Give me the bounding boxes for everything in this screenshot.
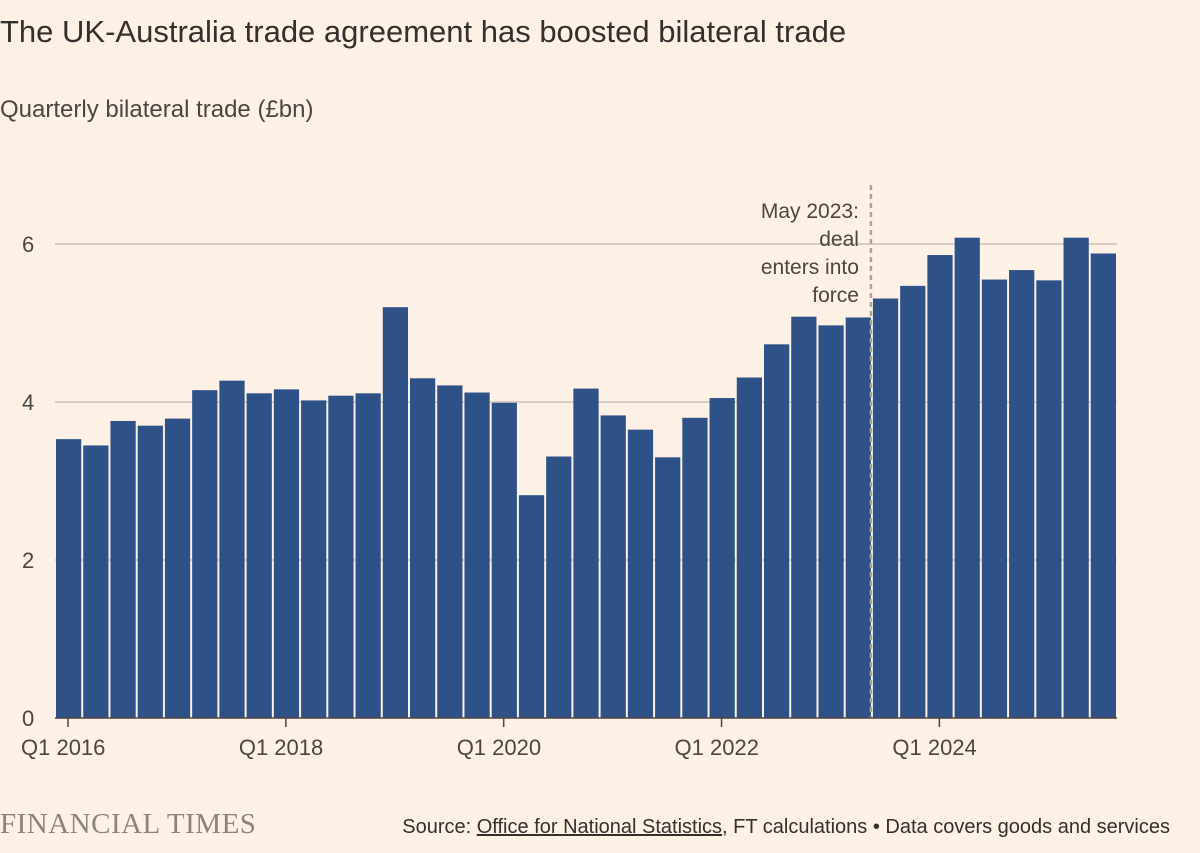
bar bbox=[655, 457, 681, 718]
y-tick-label: 2 bbox=[22, 548, 34, 573]
bar bbox=[1090, 253, 1116, 719]
x-tick-label: Q1 2022 bbox=[675, 735, 759, 760]
bar bbox=[192, 390, 218, 718]
bar bbox=[491, 402, 517, 718]
annotation: May 2023: deal enters into force bbox=[761, 185, 873, 718]
bar bbox=[600, 415, 626, 718]
bar bbox=[56, 439, 82, 718]
bar bbox=[464, 392, 490, 718]
bar bbox=[1009, 270, 1035, 718]
bar bbox=[355, 393, 381, 718]
bar bbox=[709, 398, 735, 718]
source-note: Source: Office for National Statistics, … bbox=[402, 816, 1170, 839]
y-tick-label: 4 bbox=[22, 390, 34, 415]
bar bbox=[410, 378, 436, 718]
bar bbox=[736, 377, 762, 718]
x-tick-label: Q1 2016 bbox=[21, 735, 105, 760]
bar bbox=[437, 385, 463, 718]
source-link[interactable]: Office for National Statistics bbox=[476, 816, 723, 838]
source-suffix: , FT calculations • Data covers goods an… bbox=[722, 816, 1170, 838]
bar bbox=[1063, 237, 1089, 718]
bar bbox=[818, 325, 844, 718]
x-tick-label: Q1 2020 bbox=[457, 735, 541, 760]
bar bbox=[573, 388, 599, 718]
bar bbox=[845, 317, 871, 718]
bar-chart: May 2023: deal enters into force 0 2 4 6 Q1 201… bbox=[21, 185, 1117, 760]
bar bbox=[301, 400, 327, 718]
bar bbox=[1036, 280, 1062, 718]
chart-title: The UK-Australia trade agreement has boo… bbox=[0, 14, 847, 49]
bar bbox=[273, 389, 300, 718]
bars bbox=[56, 237, 1116, 719]
bar bbox=[382, 307, 408, 718]
bar bbox=[110, 420, 136, 718]
bar bbox=[219, 380, 245, 718]
x-tick-label: Q1 2018 bbox=[239, 735, 323, 760]
brand-logo: FINANCIAL TIMES bbox=[0, 808, 257, 840]
bar bbox=[164, 418, 191, 718]
bar bbox=[764, 344, 790, 718]
bar bbox=[981, 279, 1008, 718]
bar bbox=[872, 298, 899, 718]
x-tick-label: Q1 2024 bbox=[892, 735, 976, 760]
bar bbox=[791, 316, 817, 718]
y-tick-label: 6 bbox=[22, 232, 34, 257]
bar bbox=[246, 393, 272, 718]
axes: 0 2 4 6 Q1 2016 Q1 2018 Q1 2020 Q1 2022 Q1 2024 bbox=[21, 232, 1117, 760]
bar bbox=[954, 237, 980, 718]
bar bbox=[137, 425, 163, 718]
annotation-text: enters into bbox=[761, 256, 859, 279]
source-prefix: Source: bbox=[402, 816, 477, 838]
annotation-text: force bbox=[812, 284, 859, 307]
bar bbox=[518, 495, 545, 718]
chart-subtitle: Quarterly bilateral trade (£bn) bbox=[0, 96, 314, 123]
bar bbox=[627, 429, 654, 718]
annotation-text: deal bbox=[819, 228, 859, 251]
bar bbox=[83, 445, 109, 718]
y-tick-label: 0 bbox=[22, 706, 34, 731]
bar bbox=[682, 417, 708, 718]
bar bbox=[546, 456, 572, 718]
bar bbox=[927, 255, 953, 718]
annotation-text: May 2023: bbox=[761, 200, 859, 223]
bar bbox=[900, 285, 926, 718]
bar bbox=[328, 395, 354, 718]
